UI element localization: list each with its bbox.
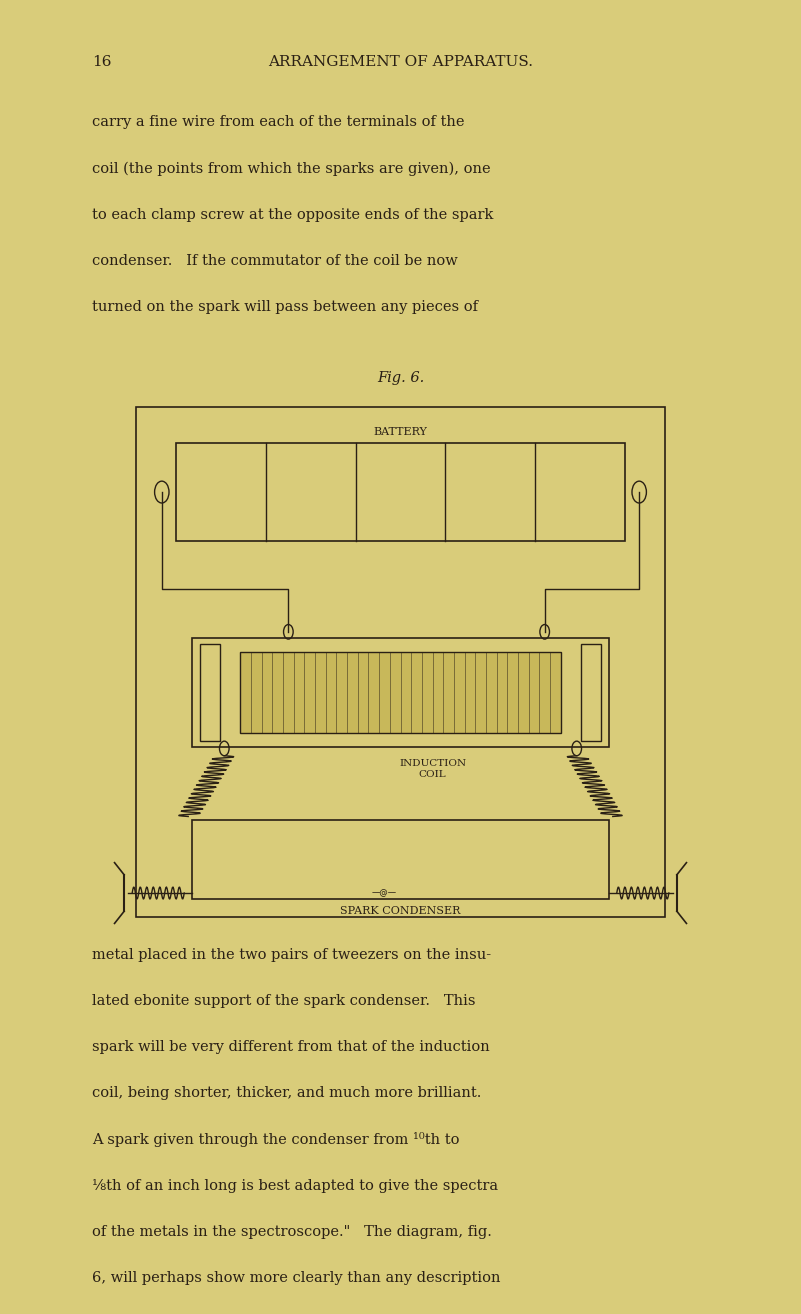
Bar: [200, 644, 220, 741]
Bar: [240, 653, 561, 733]
Text: INDUCTION
COIL: INDUCTION COIL: [399, 759, 466, 779]
Text: carry a fine wire from each of the terminals of the: carry a fine wire from each of the termi…: [92, 116, 465, 129]
Text: condenser.   If the commutator of the coil be now: condenser. If the commutator of the coil…: [92, 254, 458, 268]
Text: turned on the spark will pass between any pieces of: turned on the spark will pass between an…: [92, 300, 478, 314]
Text: 6, will perhaps show more clearly than any description: 6, will perhaps show more clearly than a…: [92, 1271, 501, 1285]
Text: SPARK CONDENSER: SPARK CONDENSER: [340, 907, 461, 916]
Text: coil, being shorter, thicker, and much more brilliant.: coil, being shorter, thicker, and much m…: [92, 1087, 481, 1100]
Text: lated ebonite support of the spark condenser.   This: lated ebonite support of the spark conde…: [92, 993, 476, 1008]
Text: BATTERY: BATTERY: [373, 427, 428, 438]
Text: spark will be very different from that of the induction: spark will be very different from that o…: [92, 1041, 490, 1054]
Text: Fig. 6.: Fig. 6.: [377, 371, 424, 385]
Text: of the metals in the spectroscope."   The diagram, fig.: of the metals in the spectroscope." The …: [92, 1225, 492, 1239]
Bar: [176, 444, 625, 540]
Text: coil (the points from which the sparks are given), one: coil (the points from which the sparks a…: [92, 162, 491, 176]
Bar: [136, 407, 665, 917]
Text: ⅛th of an inch long is best adapted to give the spectra: ⅛th of an inch long is best adapted to g…: [92, 1179, 498, 1193]
Bar: [192, 637, 609, 748]
Text: ARRANGEMENT OF APPARATUS.: ARRANGEMENT OF APPARATUS.: [268, 55, 533, 68]
Bar: [192, 820, 609, 899]
Text: A spark given through the condenser from ¹⁰th to: A spark given through the condenser from…: [92, 1133, 460, 1147]
Text: 16: 16: [92, 55, 111, 68]
Bar: [581, 644, 601, 741]
Text: —@—: —@—: [372, 888, 397, 897]
Text: to each clamp screw at the opposite ends of the spark: to each clamp screw at the opposite ends…: [92, 208, 493, 222]
Text: metal placed in the two pairs of tweezers on the insu-: metal placed in the two pairs of tweezer…: [92, 947, 491, 962]
